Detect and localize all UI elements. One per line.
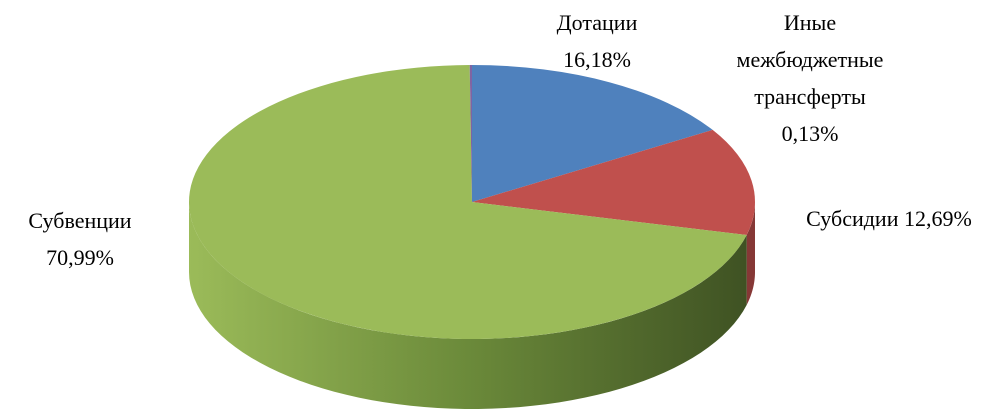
slice-label: Субвенции 70,99% — [0, 202, 160, 276]
value-label: 16,18% — [563, 47, 631, 72]
value-label: 0,13% — [781, 121, 839, 146]
category-name: Иные межбюджетные трансферты — [736, 10, 884, 109]
slice — [188, 65, 747, 339]
category-name: Субвенции — [28, 208, 132, 233]
value-label: 12,69% — [903, 206, 972, 231]
category-name: Субсидии — [806, 206, 899, 231]
category-name: Дотации — [556, 10, 638, 35]
slice-label: Дотации 16,18% — [527, 4, 667, 78]
slice-side — [746, 202, 755, 306]
slice — [472, 129, 755, 236]
value-label: 70,99% — [46, 245, 114, 270]
slice-label: Субсидии 12,69% — [773, 200, 1005, 237]
slice-side — [189, 202, 747, 409]
slice — [469, 65, 472, 202]
slice — [472, 65, 713, 202]
slice-label: Иные межбюджетные трансферты 0,13% — [705, 4, 915, 152]
